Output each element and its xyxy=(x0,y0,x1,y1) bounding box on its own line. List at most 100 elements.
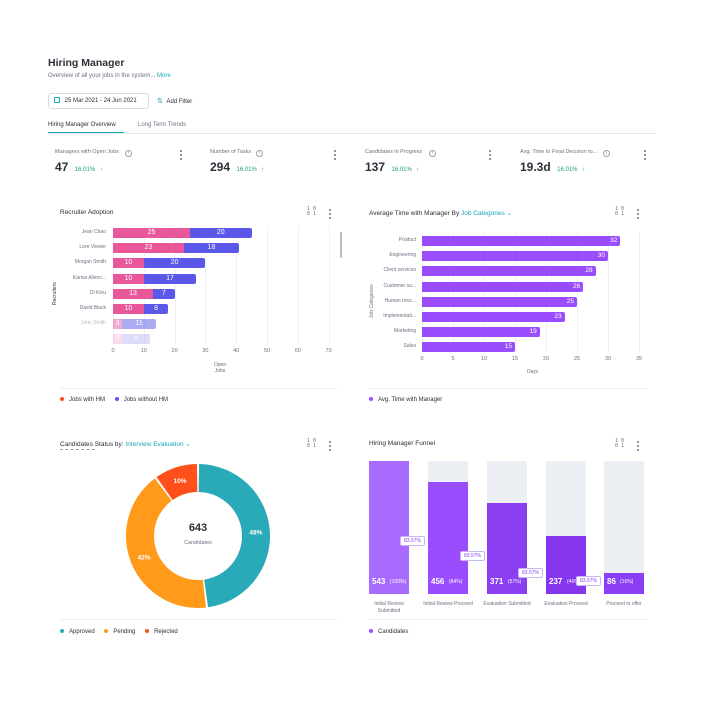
bar-segment[interactable]: 7 xyxy=(153,288,175,299)
bar[interactable]: 19 xyxy=(422,327,540,338)
legend-item-pending[interactable]: Pending xyxy=(104,629,135,635)
page-title: Hiring Manager xyxy=(48,57,125,69)
x-tick-label: 40 xyxy=(233,348,240,354)
bar-segment[interactable]: 20 xyxy=(143,258,206,269)
info-icon[interactable]: i xyxy=(429,150,436,157)
funnel-bar[interactable] xyxy=(604,572,644,594)
bar-segment[interactable]: 10 xyxy=(113,304,144,314)
donut-slice-approved[interactable] xyxy=(198,464,271,608)
donut-slice-label: 10% xyxy=(174,478,187,485)
more-options-icon[interactable] xyxy=(327,209,333,219)
bar-segment[interactable]: 23 xyxy=(113,243,184,254)
bar-segment[interactable]: 20 xyxy=(190,228,252,238)
date-range-picker[interactable]: 25 Mar 2021 - 24 Jun 2021 xyxy=(48,93,149,109)
funnel-bar[interactable] xyxy=(369,461,409,594)
y-category-label: Jean Chao xyxy=(81,229,106,235)
info-icon[interactable]: i xyxy=(256,150,263,157)
bar[interactable]: 26 xyxy=(422,281,584,292)
kpi-value: 137 xyxy=(365,160,386,174)
x-tick-label: 5 xyxy=(451,356,455,362)
legend-label: Candidates xyxy=(378,629,409,635)
legend-dot xyxy=(369,629,373,634)
bar-segment[interactable]: 8 xyxy=(143,304,169,314)
legend-label: Pending xyxy=(113,629,136,635)
funnel-conversion-badge: 83.57% xyxy=(400,536,425,546)
funnel-category-label: Evaluation Proceed xyxy=(544,601,588,607)
legend-label: Jobs with HM xyxy=(69,397,106,403)
bar[interactable]: 23 xyxy=(422,312,565,322)
bar[interactable]: 28 xyxy=(422,266,596,277)
more-options-icon[interactable] xyxy=(178,150,184,160)
y-category-label: Morgan Smith xyxy=(74,259,106,266)
bar-segment[interactable]: 10 xyxy=(113,273,144,284)
funnel-category-label: Initial Review Proceed xyxy=(423,601,473,607)
funnel-percent: (46%) xyxy=(567,579,581,585)
bar[interactable]: 25 xyxy=(422,296,577,307)
select-value: Interview Evaluation xyxy=(125,441,184,448)
bar-segment[interactable]: 9 xyxy=(122,334,150,345)
legend-item-rejected[interactable]: Rejected xyxy=(145,629,178,635)
bar[interactable]: 15 xyxy=(422,342,515,353)
gridline xyxy=(236,226,238,344)
bar-segment[interactable]: 17 xyxy=(143,273,197,284)
legend-item-avg-time[interactable]: Avg. Time with Manager xyxy=(369,397,442,403)
legend-item-candidates[interactable]: Candidates xyxy=(369,629,408,635)
more-options-icon[interactable] xyxy=(332,150,338,160)
tab-long-term-trends[interactable]: Long Term Trends xyxy=(138,122,187,128)
add-filter-button[interactable]: ⇅ Add Filter xyxy=(157,97,192,105)
active-tab-indicator xyxy=(48,132,124,134)
bar[interactable]: 32 xyxy=(422,236,621,246)
more-options-icon[interactable] xyxy=(487,150,493,160)
funnel-bar[interactable] xyxy=(487,503,527,594)
funnel-category-label: Evaluation Submitted xyxy=(483,601,531,607)
donut-slice-pending[interactable] xyxy=(125,478,206,608)
legend-item-approved[interactable]: Approved xyxy=(60,629,95,635)
legend-divider xyxy=(369,619,646,620)
avg-time-title: Average Time with Manager By Job Categor… xyxy=(369,209,512,217)
bar-segment[interactable]: 11 xyxy=(122,319,157,330)
recruiter-adoption-title: Recruiter Adoption xyxy=(60,209,114,216)
kpi-avg-time-final-decision: Avg. Time to Final Decision to... 19.3d … xyxy=(520,149,650,179)
tab-hiring-manager-overview[interactable]: Hiring Manager Overview xyxy=(48,122,116,128)
bar-segment[interactable]: 25 xyxy=(113,228,190,238)
arrow-up-icon: ↑ xyxy=(99,167,103,173)
gridline xyxy=(484,232,485,352)
arrow-up-icon: ↑ xyxy=(261,167,265,173)
legend-divider xyxy=(60,619,338,620)
x-tick-label: 30 xyxy=(202,348,209,354)
legend-item-jobs-without-hm[interactable]: Jobs without HM xyxy=(114,397,168,403)
bar[interactable]: 30 xyxy=(422,251,608,262)
info-icon[interactable]: i xyxy=(125,150,132,157)
funnel-category-label: Initial Review Submitted xyxy=(374,601,404,614)
more-options-icon[interactable] xyxy=(327,441,333,451)
job-categories-select[interactable]: Job Categories ⌄ xyxy=(461,210,512,217)
bar-segment[interactable]: 10 xyxy=(113,258,144,269)
interview-evaluation-select[interactable]: Interview Evaluation ⌄ xyxy=(125,441,190,448)
y-category-label: Human reso... xyxy=(384,297,416,304)
legend-dot xyxy=(104,629,109,634)
gridline xyxy=(515,232,516,352)
kpi-managers-open-jobs: Managers with Open Jobs 47 16.01% ↑ xyxy=(55,149,185,179)
bar-segment[interactable]: 18 xyxy=(183,243,240,254)
bar-segment[interactable]: 3 xyxy=(113,319,123,330)
more-options-icon[interactable] xyxy=(635,209,641,219)
kpi-label: Managers with Open Jobs xyxy=(55,149,119,155)
select-value: Job Categories xyxy=(461,210,505,217)
bar-segment[interactable]: 3 xyxy=(113,334,123,345)
more-link[interactable]: More xyxy=(157,73,171,79)
bar-segment[interactable]: 13 xyxy=(113,288,154,299)
donut-slice-rejected[interactable] xyxy=(156,464,198,501)
legend-item-jobs-with-hm[interactable]: Jobs with HM xyxy=(60,397,105,403)
info-icon[interactable]: i xyxy=(603,150,610,157)
chart-scrollbar[interactable] xyxy=(340,232,342,258)
kpi-value: 19.3d xyxy=(520,160,551,174)
funnel-value: 237 xyxy=(549,577,563,586)
more-options-icon[interactable] xyxy=(642,150,648,160)
more-options-icon[interactable] xyxy=(635,441,641,451)
funnel-bar[interactable] xyxy=(428,482,468,594)
kpi-label: Avg. Time to Final Decision to... xyxy=(520,149,598,155)
